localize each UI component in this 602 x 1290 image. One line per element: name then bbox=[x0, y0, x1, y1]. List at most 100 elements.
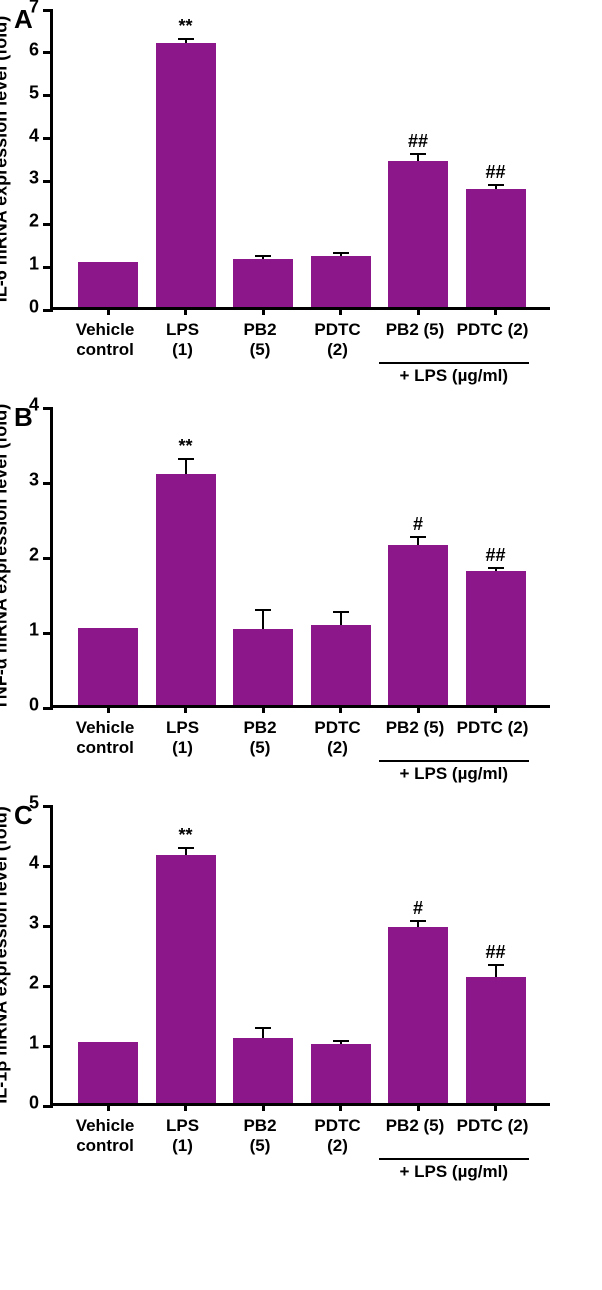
figure: A01234567IL-6 mRNA expression level (fol… bbox=[0, 0, 602, 1224]
significance-marker: # bbox=[413, 898, 423, 919]
panel-A: A01234567IL-6 mRNA expression level (fol… bbox=[50, 10, 602, 400]
y-tick bbox=[43, 180, 53, 183]
error-bar bbox=[333, 253, 349, 255]
lps-group-bracket bbox=[379, 1158, 529, 1160]
x-label: PDTC (2) bbox=[457, 320, 529, 340]
y-tick-label: 2 bbox=[29, 973, 39, 994]
x-label: PB2 (5) bbox=[386, 1116, 445, 1136]
error-bar bbox=[410, 154, 426, 162]
error-bar bbox=[255, 610, 271, 629]
significance-marker: ## bbox=[485, 942, 505, 963]
x-label: LPS(1) bbox=[166, 1116, 199, 1156]
error-bar bbox=[178, 848, 194, 855]
y-tick bbox=[43, 407, 53, 410]
y-tick-label: 1 bbox=[29, 254, 39, 275]
bar bbox=[78, 262, 138, 307]
bar bbox=[233, 1038, 293, 1103]
error-bar bbox=[255, 256, 271, 259]
y-axis-title: IL-6 mRNA expression level (fold) bbox=[0, 15, 12, 301]
y-tick-label: 2 bbox=[29, 545, 39, 566]
error-bar bbox=[255, 1028, 271, 1038]
bar bbox=[311, 625, 371, 705]
error-bar bbox=[333, 1041, 349, 1044]
error-bar bbox=[178, 459, 194, 474]
bar bbox=[388, 161, 448, 307]
y-tick-label: 7 bbox=[29, 0, 39, 18]
bar bbox=[388, 927, 448, 1103]
x-label: PB2(5) bbox=[243, 718, 276, 758]
panel-C: C012345IL-1β mRNA expression level (fold… bbox=[50, 806, 602, 1196]
x-label: PB2(5) bbox=[243, 320, 276, 360]
error-bar bbox=[178, 39, 194, 43]
significance-marker: ** bbox=[178, 436, 192, 457]
y-tick-label: 3 bbox=[29, 470, 39, 491]
bars-layer: **### bbox=[53, 408, 550, 705]
bar bbox=[78, 628, 138, 705]
y-axis-title: IL-1β mRNA expression level (fold) bbox=[0, 806, 12, 1103]
y-tick bbox=[43, 223, 53, 226]
error-bar bbox=[488, 965, 504, 977]
bar bbox=[311, 1044, 371, 1103]
y-tick bbox=[43, 137, 53, 140]
y-tick-label: 4 bbox=[29, 125, 39, 146]
lps-group-bracket bbox=[379, 760, 529, 762]
y-tick-label: 4 bbox=[29, 853, 39, 874]
x-label: Vehiclecontrol bbox=[76, 1116, 135, 1156]
x-label: PDTC (2) bbox=[457, 1116, 529, 1136]
x-label: PB2 (5) bbox=[386, 320, 445, 340]
bar bbox=[156, 43, 216, 307]
y-tick-label: 4 bbox=[29, 395, 39, 416]
bar bbox=[233, 629, 293, 706]
x-labels: VehiclecontrolLPS(1)PB2(5)PDTC(2)PB2 (5)… bbox=[50, 1106, 602, 1196]
plot-frame: 01234TNF-α mRNA expression level (fold)*… bbox=[50, 408, 550, 708]
significance-marker: ## bbox=[485, 162, 505, 183]
x-label: PB2 (5) bbox=[386, 718, 445, 738]
panel-B: B01234TNF-α mRNA expression level (fold)… bbox=[50, 408, 602, 798]
x-labels: VehiclecontrolLPS(1)PB2(5)PDTC(2)PB2 (5)… bbox=[50, 708, 602, 798]
lps-group-bracket bbox=[379, 362, 529, 364]
y-tick bbox=[43, 266, 53, 269]
y-tick bbox=[43, 557, 53, 560]
y-tick bbox=[43, 94, 53, 97]
x-label: PDTC(2) bbox=[314, 320, 360, 360]
y-tick-label: 0 bbox=[29, 297, 39, 318]
bar bbox=[466, 571, 526, 705]
y-tick bbox=[43, 805, 53, 808]
bar bbox=[466, 189, 526, 307]
error-bar bbox=[410, 537, 426, 545]
y-tick-label: 3 bbox=[29, 913, 39, 934]
error-bar bbox=[333, 612, 349, 625]
y-tick bbox=[43, 985, 53, 988]
significance-marker: ** bbox=[178, 16, 192, 37]
x-labels: VehiclecontrolLPS(1)PB2(5)PDTC(2)PB2 (5)… bbox=[50, 310, 602, 400]
y-tick-label: 5 bbox=[29, 82, 39, 103]
y-tick-label: 2 bbox=[29, 211, 39, 232]
y-tick-label: 0 bbox=[29, 1093, 39, 1114]
y-tick bbox=[43, 482, 53, 485]
error-bar bbox=[488, 568, 504, 571]
bars-layer: ** ## ## bbox=[53, 10, 550, 307]
y-tick bbox=[43, 632, 53, 635]
y-tick-label: 1 bbox=[29, 1033, 39, 1054]
error-bar bbox=[488, 185, 504, 189]
bars-layer: **### bbox=[53, 806, 550, 1103]
x-label: PDTC(2) bbox=[314, 718, 360, 758]
x-label: Vehiclecontrol bbox=[76, 718, 135, 758]
significance-marker: ** bbox=[178, 825, 192, 846]
y-tick bbox=[43, 925, 53, 928]
lps-group-label: + LPS (µg/ml) bbox=[400, 764, 509, 784]
x-label: PB2(5) bbox=[243, 1116, 276, 1156]
x-label: Vehiclecontrol bbox=[76, 320, 135, 360]
lps-group-label: + LPS (µg/ml) bbox=[400, 366, 509, 386]
y-tick-label: 0 bbox=[29, 695, 39, 716]
significance-marker: # bbox=[413, 514, 423, 535]
bar bbox=[311, 256, 371, 307]
significance-marker: ## bbox=[485, 545, 505, 566]
bar bbox=[156, 855, 216, 1103]
x-label: PDTC (2) bbox=[457, 718, 529, 738]
lps-group-label: + LPS (µg/ml) bbox=[400, 1162, 509, 1182]
y-tick bbox=[43, 51, 53, 54]
significance-marker: ## bbox=[408, 131, 428, 152]
y-tick-label: 6 bbox=[29, 39, 39, 60]
bar bbox=[233, 259, 293, 307]
